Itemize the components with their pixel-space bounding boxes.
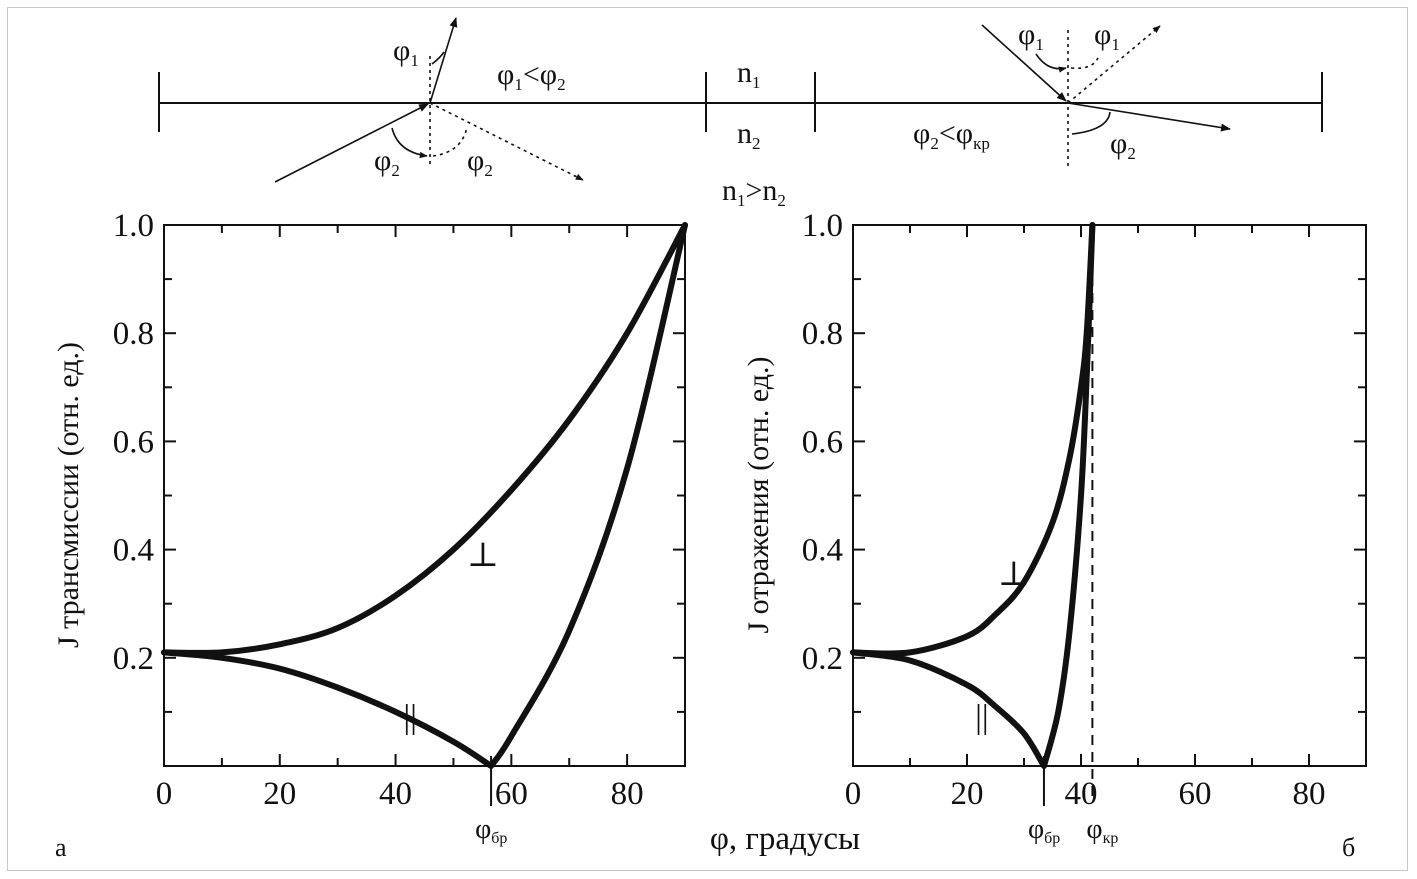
- y-tick-label: 0.4: [113, 533, 154, 569]
- label-phi1-right: φ1: [1094, 18, 1120, 54]
- label-n1: n1: [737, 56, 761, 92]
- panel-letter-a: а: [55, 833, 67, 862]
- label-phi1: φ1: [393, 34, 419, 70]
- series-label: ||: [975, 699, 989, 736]
- x-tick-label: 60: [1179, 776, 1212, 812]
- chart-transmission: 0 20 40 60 80 0.2 0.4 0.6 0.8 1.0 J трансмиссии (о…: [52, 208, 688, 847]
- y-tick-label: 0.6: [802, 424, 843, 460]
- y-tick-label: 0.2: [113, 641, 154, 677]
- left-ray-diagram: φ1 φ1<φ2 φ2 φ2: [274, 17, 584, 183]
- schematic: φ1 φ1<φ2 φ2 φ2 n1 n2 n1>n2 φ1 φ1 φ2<φкр …: [158, 17, 1323, 210]
- x-tick-label: 80: [611, 776, 644, 812]
- label-condition-right: φ2<φкр: [913, 117, 990, 153]
- right-ray-diagram: φ1 φ1 φ2<φкр φ2: [913, 18, 1231, 168]
- x-tick-label: 60: [495, 776, 528, 812]
- series-line: [161, 222, 688, 769]
- plot-area: [852, 224, 1367, 767]
- y-tick-label: 0.4: [802, 533, 843, 569]
- angle-arc-phi2-r: [1071, 111, 1111, 135]
- label-condition: φ1<φ2: [497, 58, 566, 94]
- angle-arc-phi2-left: [391, 127, 428, 159]
- refracted-ray: [429, 17, 458, 104]
- label-phi1-left: φ1: [1018, 18, 1044, 54]
- label-n-relation: n1>n2: [722, 174, 786, 210]
- y-tick-label: 0.8: [113, 316, 154, 352]
- y-axis-label: J трансмиссии (отн. ед.): [52, 342, 85, 648]
- x-tick-label: 0: [845, 776, 862, 812]
- angle-arc-phi1: [431, 51, 445, 65]
- marker-label: φбр: [475, 814, 507, 847]
- y-tick-label: 0.2: [802, 641, 843, 677]
- chart-reflection: 0 20 40 60 800.20.40.60.81.0J отражения (отн…: [742, 208, 1367, 847]
- incident-ray: [274, 103, 429, 183]
- marker-label: φбр: [1028, 814, 1060, 847]
- series-label: ||: [403, 699, 417, 736]
- label-phi2-right: φ2: [467, 144, 493, 180]
- series-label: ⊥: [467, 537, 499, 574]
- y-tick-label: 1.0: [802, 208, 843, 244]
- series-line: [850, 222, 1096, 769]
- incident-ray-right: [981, 24, 1067, 102]
- y-tick-label: 1.0: [113, 208, 154, 244]
- x-tick-label: 20: [263, 776, 296, 812]
- reflected-ray: [429, 102, 584, 181]
- marker-label: φкр: [1086, 814, 1118, 847]
- x-tick-label: 40: [379, 776, 412, 812]
- series-line: [161, 222, 688, 656]
- x-tick-label: 20: [951, 776, 984, 812]
- label-phi2-r: φ2: [1110, 127, 1136, 163]
- x-tick-label: 80: [1293, 776, 1326, 812]
- y-tick-label: 0.6: [113, 424, 154, 460]
- x-axis-label: φ, градусы: [710, 821, 860, 857]
- y-axis-label: J отражения (отн. ед.): [742, 356, 775, 633]
- series-label: ⊥: [998, 556, 1030, 593]
- panel-letter-b: б: [1342, 833, 1355, 862]
- reflected-ray-right: [1067, 25, 1161, 104]
- figure-frame: [7, 7, 1408, 871]
- angle-arc-phi2-right: [432, 126, 468, 157]
- x-tick-label: 0: [156, 776, 173, 812]
- plot-area: [163, 224, 686, 767]
- label-n2: n2: [737, 117, 761, 153]
- angle-arc-phi1-right: [1070, 57, 1099, 70]
- refracted-ray-right: [1067, 102, 1231, 132]
- angle-arc-phi1-left: [1035, 53, 1067, 73]
- series-line: [850, 222, 1096, 657]
- y-tick-label: 0.8: [802, 316, 843, 352]
- label-phi2-left: φ2: [374, 144, 400, 180]
